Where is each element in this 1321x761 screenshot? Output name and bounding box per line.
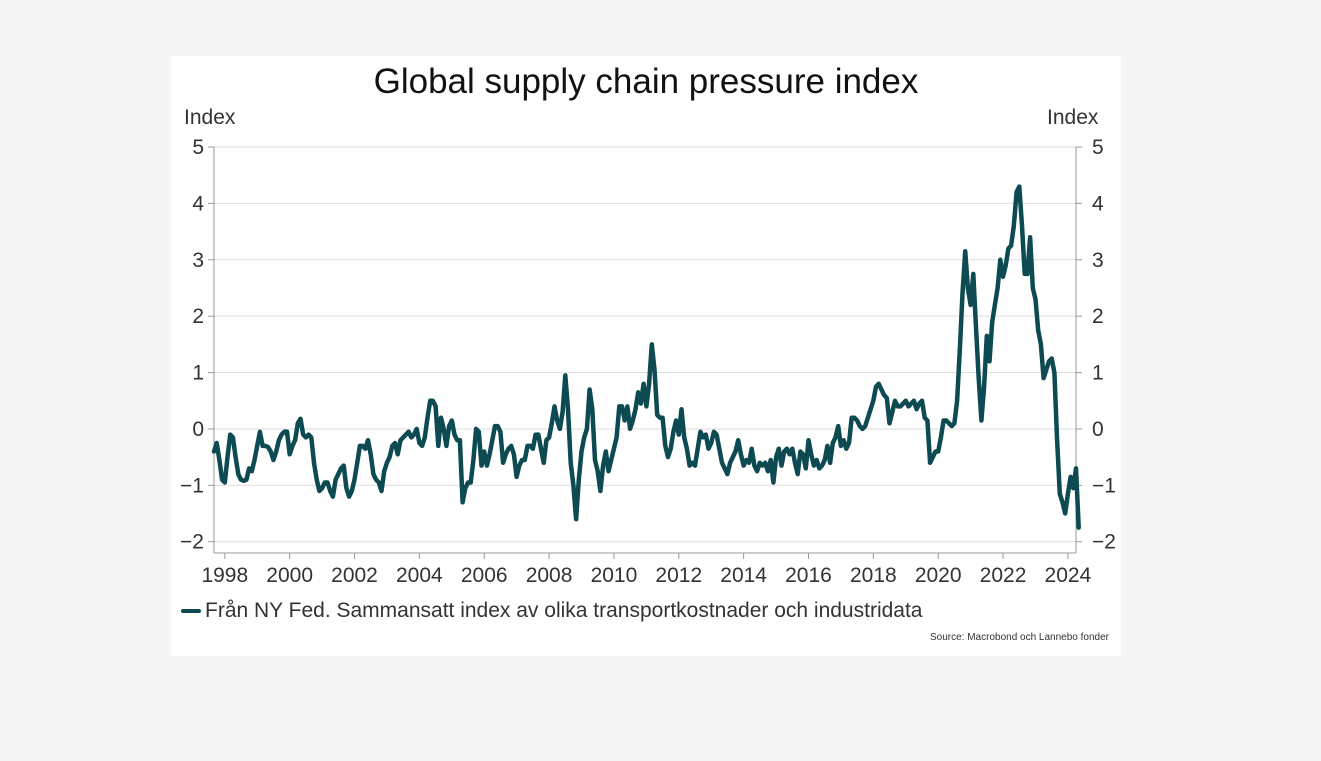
y-tick-label-left: −2 bbox=[180, 531, 204, 554]
y-tick-label-right: 2 bbox=[1092, 305, 1104, 328]
legend-swatch bbox=[181, 609, 201, 613]
y-tick-label-right: −2 bbox=[1092, 531, 1116, 554]
line-chart: 5 4 3 2 1 0 −1 −2 5 4 3 2 1 0 −1 −2 1998 2000 2002 2004 20… bbox=[180, 136, 1116, 587]
y-tick-label-left: 0 bbox=[192, 418, 204, 441]
y-ticks-right: 5 4 3 2 1 0 −1 −2 bbox=[1076, 136, 1116, 554]
x-tick-label: 2018 bbox=[850, 564, 897, 587]
x-tick-label: 1998 bbox=[201, 564, 248, 587]
series-line-0 bbox=[211, 184, 1081, 530]
y-tick-label-left: 5 bbox=[192, 136, 204, 159]
legend-label: Från NY Fed. Sammansatt index av olika t… bbox=[205, 599, 923, 622]
y-tick-label-right: 1 bbox=[1092, 362, 1104, 385]
x-tick-label: 2002 bbox=[331, 564, 378, 587]
y-axis-label-left: Index bbox=[184, 106, 236, 129]
axes bbox=[213, 147, 1077, 554]
x-ticks: 1998 2000 2002 2004 2006 2008 2010 2012 2014 2016… bbox=[201, 553, 1092, 587]
x-tick-label: 2020 bbox=[915, 564, 962, 587]
y-tick-label-left: 3 bbox=[192, 249, 204, 272]
y-tick-label-left: −1 bbox=[180, 474, 204, 497]
y-tick-label-right: −1 bbox=[1092, 474, 1116, 497]
chart-title: Global supply chain pressure index bbox=[373, 62, 919, 101]
y-tick-label-left: 2 bbox=[192, 305, 204, 328]
y-tick-label-right: 5 bbox=[1092, 136, 1104, 159]
y-tick-label-left: 4 bbox=[192, 192, 204, 215]
x-tick-label: 2022 bbox=[980, 564, 1027, 587]
gridlines bbox=[214, 146, 1076, 543]
source-note: Source: Macrobond och Lannebo fonder bbox=[929, 632, 1109, 643]
x-tick-label: 2024 bbox=[1045, 564, 1092, 587]
chart-card: Global supply chain pressure index Index… bbox=[171, 56, 1121, 656]
x-tick-label: 2004 bbox=[396, 564, 443, 587]
series-group bbox=[211, 184, 1081, 530]
x-tick-label: 2006 bbox=[461, 564, 508, 587]
x-tick-label: 2000 bbox=[266, 564, 313, 587]
x-tick-label: 2012 bbox=[655, 564, 702, 587]
y-tick-label-right: 4 bbox=[1092, 192, 1104, 215]
y-ticks-left: 5 4 3 2 1 0 −1 −2 bbox=[180, 136, 214, 554]
y-axis-label-right: Index bbox=[1047, 106, 1099, 129]
legend: Från NY Fed. Sammansatt index av olika t… bbox=[181, 599, 922, 623]
y-tick-label-right: 0 bbox=[1092, 418, 1104, 441]
x-tick-label: 2014 bbox=[720, 564, 767, 587]
x-tick-label: 2008 bbox=[526, 564, 573, 587]
x-tick-label: 2016 bbox=[785, 564, 832, 587]
y-tick-label-right: 3 bbox=[1092, 249, 1104, 272]
y-tick-label-left: 1 bbox=[192, 362, 204, 385]
x-tick-label: 2010 bbox=[591, 564, 638, 587]
